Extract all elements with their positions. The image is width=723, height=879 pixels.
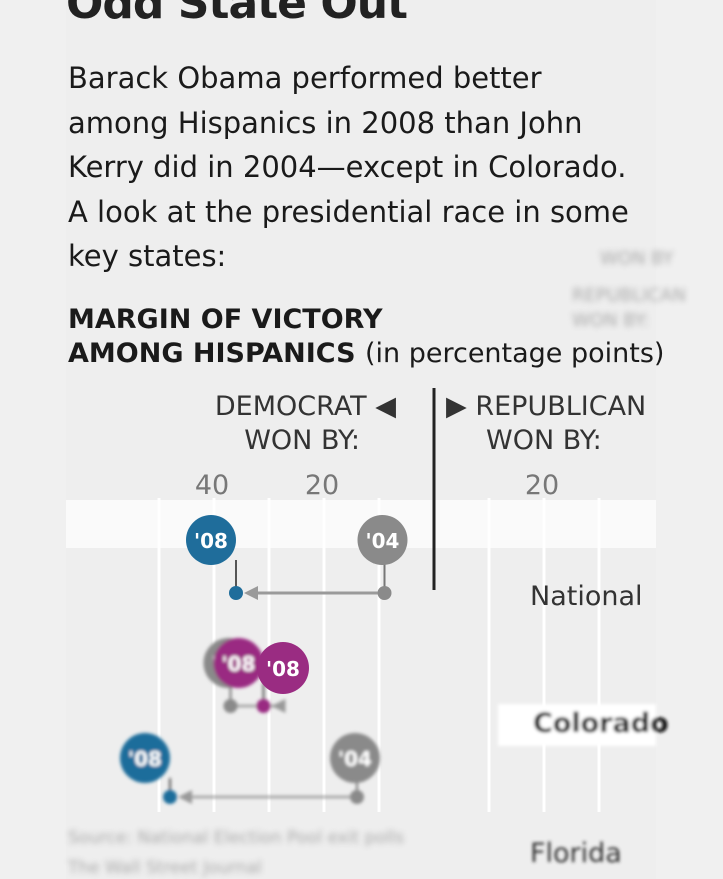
row-label: Colorado [533,708,669,739]
republican-header: ▶ REPUBLICAN WON BY: [446,390,646,458]
intro-line: key states: [68,239,227,273]
chart-row: '04 '08 National [186,515,643,612]
intro-line: Kerry did in 2004—except in Colorado. [68,150,627,184]
point-2008 [163,790,177,804]
colorado-2008-marker: '08 [257,642,309,694]
subhead-unit: (in percentage points) [364,338,665,369]
marker-2008 [186,515,236,565]
chart-row: '04 '08 Florida [120,733,622,869]
change-arrow-head [271,699,286,713]
ghost-label: WON BY [600,248,674,269]
point-2008 [256,699,271,713]
marker-2004 [330,733,380,783]
subhead-line1: MARGIN OF VICTORY [68,304,383,335]
republican-header-line1: ▶ REPUBLICAN [446,391,647,422]
marker-2004 [357,515,408,565]
democrat-header-line2: WON BY: [244,425,360,456]
row-label: National [530,581,643,612]
intro-text: Barack Obama performed better among Hisp… [68,56,629,279]
subhead-line2: AMONG HISPANICS [68,338,356,369]
marker-2008-label: '08 [222,652,256,676]
democrat-header: DEMOCRAT ◀ WON BY: [215,390,396,458]
marker-2004-label: '04 [366,529,400,553]
intro-line: among Hispanics in 2008 than John [68,105,583,140]
intro-line: Barack Obama performed better [68,61,542,95]
x-tick-label: 40 [195,470,229,501]
row-label: Florida [530,838,622,869]
republican-header-line2: WON BY: [486,425,602,456]
point-2004 [350,790,364,804]
ghost-label: REPUBLICAN [572,285,686,306]
marker-2008 [213,638,264,688]
marker-2008-colorado-label: '08 [266,657,300,681]
marker-2008-label: '08 [194,529,228,553]
x-tick-label: 20 [525,470,559,501]
point-2004 [377,586,392,600]
point-2004 [223,699,238,713]
democrat-header-line1: DEMOCRAT ◀ [214,391,396,422]
marker-2008 [120,733,170,783]
x-tick-label: 20 [305,470,339,501]
intro-line: A look at the presidential race in some [68,194,629,229]
marker-2008-label: '08 [128,747,162,771]
point-2008 [229,586,243,600]
headline: Odd State Out [66,0,408,29]
chart-subhead: MARGIN OF VICTORY AMONG HISPANICS (in pe… [68,303,664,371]
marker-2004-label: '04 [338,747,372,771]
marker-2008-colorado [257,642,309,694]
change-arrow-head [178,790,192,804]
ghost-label: WON BY: [572,310,650,331]
source-credit: The Wall Street Journal [68,858,262,878]
row-label-highlight [498,704,656,746]
source-note: Source: National Election Pool exit poll… [68,828,405,848]
change-arrow-head [244,586,258,600]
